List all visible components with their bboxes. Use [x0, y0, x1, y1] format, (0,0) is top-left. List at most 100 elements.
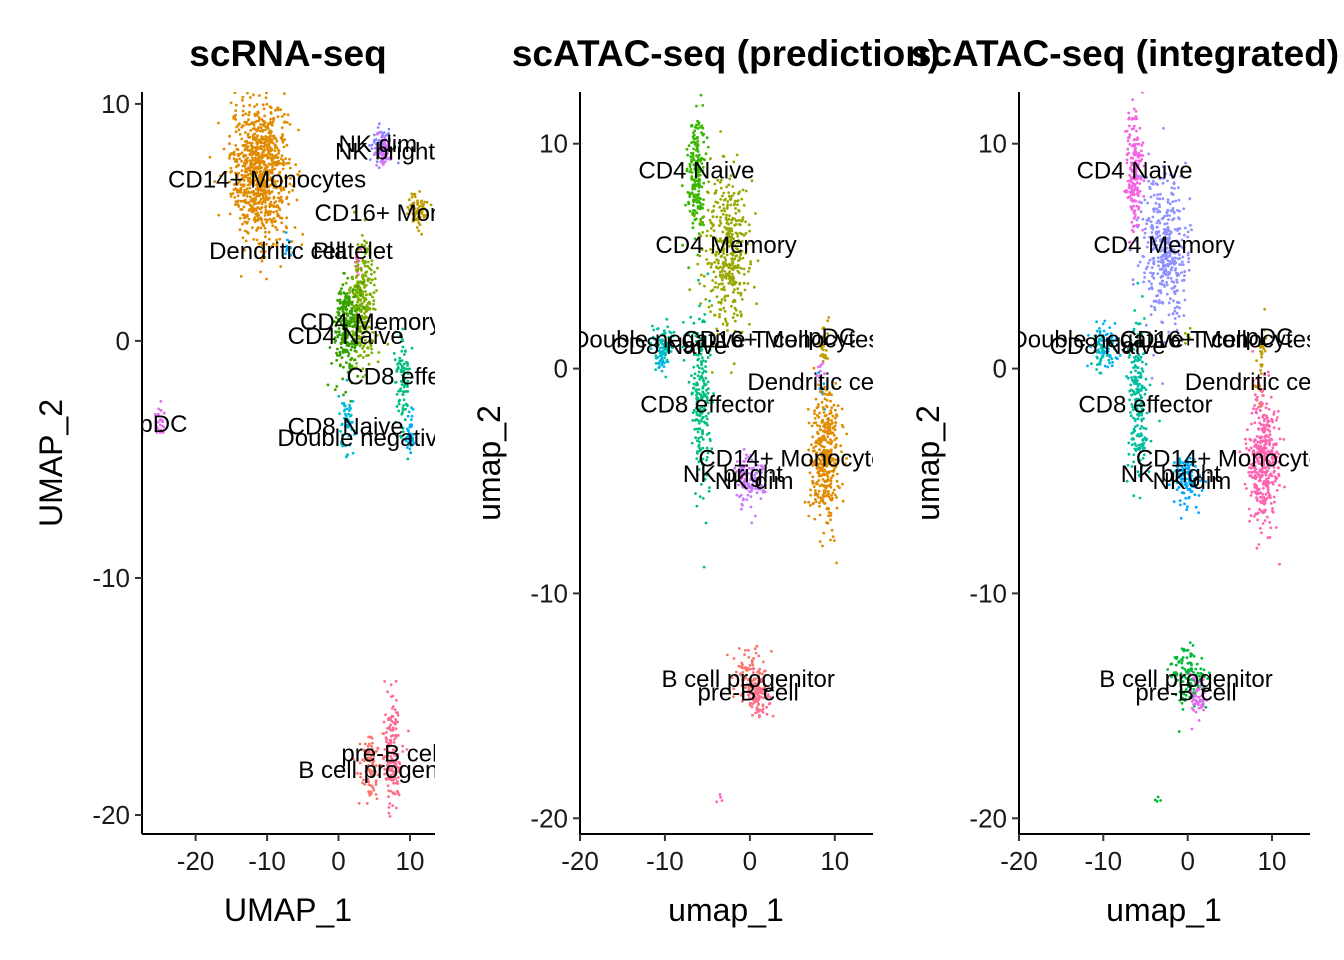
- data-point: [1151, 235, 1154, 239]
- data-point: [259, 123, 262, 126]
- data-point: [236, 173, 239, 177]
- data-point: [261, 83, 264, 86]
- data-point: [718, 205, 722, 209]
- data-point: [256, 181, 260, 185]
- data-point: [233, 115, 237, 119]
- data-point: [723, 225, 727, 229]
- cluster-label: pre-B cell: [341, 740, 442, 767]
- data-point: [714, 189, 718, 193]
- data-point: [1134, 199, 1138, 203]
- data-point: [731, 278, 735, 281]
- data-point: [416, 199, 419, 203]
- data-point: [370, 263, 373, 266]
- data-point: [405, 748, 409, 751]
- data-point: [722, 306, 726, 310]
- data-point: [267, 230, 271, 234]
- data-point: [1140, 332, 1143, 336]
- data-point: [762, 680, 765, 684]
- data-point: [1126, 139, 1130, 143]
- data-point: [723, 298, 727, 302]
- data-point: [694, 148, 698, 152]
- data-point: [401, 426, 405, 430]
- data-point: [383, 160, 387, 164]
- data-point: [343, 408, 347, 412]
- data-point: [820, 499, 823, 502]
- data-point: [746, 282, 750, 285]
- data-point: [258, 194, 261, 198]
- data-point: [748, 703, 752, 707]
- data-point: [752, 656, 756, 660]
- data-point: [1095, 343, 1099, 347]
- data-point: [712, 270, 716, 274]
- data-point: [826, 432, 830, 436]
- data-point: [695, 123, 698, 127]
- data-point: [248, 159, 252, 163]
- data-point: [1176, 227, 1180, 231]
- data-point: [739, 493, 743, 497]
- data-point: [1125, 189, 1128, 193]
- data-point: [272, 195, 276, 199]
- data-point: [156, 420, 160, 424]
- data-point: [724, 317, 727, 321]
- data-point: [692, 147, 695, 151]
- data-point: [243, 140, 247, 144]
- data-point: [1159, 291, 1163, 295]
- data-point: [813, 409, 817, 413]
- data-point: [1138, 189, 1142, 193]
- data-point: [755, 479, 759, 483]
- data-point: [246, 215, 249, 218]
- data-point: [813, 412, 816, 415]
- data-point: [721, 267, 724, 271]
- data-point: [1137, 207, 1140, 211]
- data-point: [264, 194, 268, 198]
- data-point: [348, 362, 351, 366]
- x-tick-label: 0: [743, 846, 757, 876]
- data-point: [1168, 202, 1172, 206]
- data-point: [815, 466, 819, 470]
- data-point: [819, 341, 822, 345]
- data-point: [722, 265, 726, 269]
- data-point: [1143, 436, 1147, 439]
- data-point: [1111, 360, 1114, 364]
- data-point: [1130, 403, 1134, 406]
- data-point: [398, 356, 402, 360]
- data-point: [1150, 282, 1153, 286]
- data-point: [722, 191, 726, 195]
- data-point: [1128, 389, 1132, 393]
- data-point: [743, 477, 747, 481]
- data-point: [821, 494, 825, 498]
- data-point: [650, 343, 654, 347]
- data-point: [354, 338, 358, 342]
- data-point: [242, 205, 246, 209]
- data-point: [703, 320, 706, 324]
- data-point: [252, 193, 256, 197]
- data-point: [696, 144, 700, 147]
- data-point: [725, 218, 729, 222]
- data-point: [403, 377, 407, 381]
- data-point: [1267, 370, 1270, 374]
- data-point: [809, 488, 812, 492]
- data-point: [739, 314, 743, 318]
- data-point: [690, 171, 694, 174]
- data-point: [342, 416, 346, 420]
- data-point: [412, 193, 416, 197]
- data-point: [1140, 201, 1143, 205]
- data-point: [692, 408, 696, 412]
- data-point: [1162, 126, 1165, 130]
- data-point: [1142, 195, 1146, 198]
- data-point: [366, 346, 369, 350]
- data-point: [208, 155, 212, 159]
- data-point: [342, 348, 345, 351]
- data-point: [747, 685, 751, 689]
- data-point: [279, 189, 283, 192]
- data-point: [736, 248, 740, 252]
- data-point: [815, 481, 819, 484]
- data-point: [347, 424, 351, 428]
- data-point: [342, 311, 345, 314]
- data-point: [761, 489, 765, 493]
- y-axis-title: umap_2: [471, 405, 507, 521]
- data-point: [338, 301, 342, 305]
- data-point: [241, 247, 245, 251]
- data-point: [1136, 389, 1140, 393]
- data-point: [394, 720, 398, 724]
